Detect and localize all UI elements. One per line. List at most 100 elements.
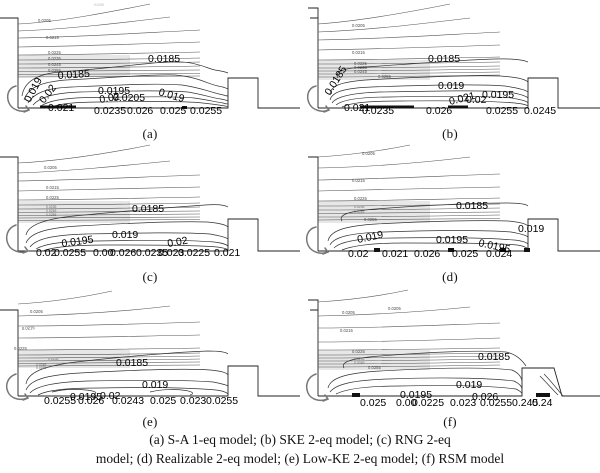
vortex-arrow-head <box>23 105 31 113</box>
contour-label: 0.023 <box>450 397 476 409</box>
contour-line <box>317 322 501 329</box>
contour-label: 0.025 <box>150 395 176 407</box>
vortex-arrow <box>305 226 328 254</box>
contour-line <box>17 216 201 219</box>
contour-0195 <box>329 377 523 393</box>
contour-label: 0.0235 <box>354 65 367 70</box>
contour-021 <box>49 101 229 108</box>
contour-0185 <box>21 61 229 97</box>
contour-label: 0.02 <box>100 390 121 402</box>
contour-line <box>317 355 501 359</box>
contour-label: 0.0255 <box>46 213 56 217</box>
contour-line <box>17 51 201 56</box>
contour-line <box>17 355 201 359</box>
contour-0215 <box>341 100 529 108</box>
contour-020 <box>32 90 229 106</box>
contour-label: 0.021 <box>214 247 240 259</box>
contour-line <box>317 197 501 202</box>
inlet-wall <box>0 17 19 108</box>
contour-label: 0.0205 <box>342 310 355 315</box>
contour-line <box>317 3 451 25</box>
contour-label: 0.021 <box>382 248 408 260</box>
contour-label: 0.0215 <box>340 328 353 333</box>
panel-e: 0.0205 0.0215 0.0225 0.0235 0.0245 0.025… <box>0 288 300 430</box>
contour-line <box>317 207 501 211</box>
contour-label: 0.0205 <box>352 23 365 28</box>
contour-020 <box>335 385 523 395</box>
gray-band <box>318 60 430 80</box>
contour-label: 0.02 <box>98 91 120 106</box>
contour-label: 0.0195 <box>400 389 432 401</box>
contour-0195 <box>329 230 529 246</box>
contour-0195 <box>29 379 229 394</box>
contour-label: 0.0205 <box>38 18 51 23</box>
contour-line <box>17 69 201 72</box>
contour-020 <box>331 90 529 104</box>
contour-label: 0.026 <box>127 105 153 117</box>
contour-label: 0.019 <box>157 86 186 105</box>
contour-label: 0.0225 <box>46 195 59 200</box>
vortex-arrow-head <box>22 393 30 401</box>
contour-label: 0.0225 <box>412 397 444 409</box>
contour-label: 0.0205 <box>44 165 57 170</box>
vortex-arrow-head <box>323 105 331 113</box>
contour-label: 0.0225 <box>14 346 27 351</box>
panel-c-plot: 0.0205 0.0215 0.0225 0.0235 0.0245 0.025… <box>0 144 300 259</box>
panel-b-plot: 0.0205 0.0215 0.0225 0.0235 0.0245 0.025… <box>306 3 600 117</box>
contour-label: 0.0225 <box>48 50 61 55</box>
contour-label: 0.0255 <box>190 105 222 117</box>
contour-020 <box>35 240 229 250</box>
contour-label: 0.0255 <box>54 247 86 259</box>
contour-line <box>17 16 171 32</box>
contour-line <box>17 174 201 182</box>
contour-line <box>17 334 201 339</box>
contour-line <box>317 337 501 343</box>
panel-d: 0.0205 0.0215 0.0225 0.0235 0.0245 0.025… <box>300 143 600 285</box>
contour-label: 0.0195 <box>436 234 468 246</box>
panel-d-plot: 0.0205 0.0215 0.0225 0.0235 0.0245 0.025… <box>305 144 600 260</box>
panel-a-caption: (a) <box>142 126 158 141</box>
contour-line <box>17 364 201 367</box>
contour-label: 0.0185 <box>428 53 460 65</box>
contour-label: 0.0245 <box>524 105 556 117</box>
wall-marker <box>500 248 506 252</box>
caption-line-2: model; (d) Realizable 2-eq model; (e) Lo… <box>95 451 505 466</box>
contour-label: 0.0195 <box>94 3 104 7</box>
wall-marker <box>360 105 414 109</box>
contour-label: 0.0255 <box>48 68 61 73</box>
contour-label: 0.02 <box>36 247 57 259</box>
contour-label: 0.0185 <box>132 203 164 215</box>
contour-label: 0.0235 <box>354 205 364 209</box>
contour-label: 0.00 <box>396 397 417 409</box>
contour-label: 0.0205 <box>388 306 401 311</box>
inlet-wall <box>0 156 19 251</box>
contour-label: 0.0235 <box>48 357 58 361</box>
contour-0195 <box>329 84 529 101</box>
contour-line <box>317 65 501 69</box>
contour-label: 0.024 <box>486 248 512 260</box>
contour-label: 0.025 <box>452 248 478 260</box>
contour-label: 0.0215 <box>46 35 59 40</box>
wall-marker <box>374 248 380 252</box>
contour-label: 0.0235 <box>354 357 364 361</box>
contour-label: 0.021 <box>344 102 370 114</box>
contour-line <box>317 364 501 368</box>
contour-0205 <box>39 96 229 107</box>
contour-label: 0.0195 <box>70 391 102 403</box>
contour-label: 0.0235 <box>136 247 168 259</box>
contour-line <box>17 3 151 25</box>
contour-line <box>17 305 171 317</box>
contour-line <box>317 352 501 356</box>
contour-downslope <box>539 375 559 396</box>
panel-e-caption: (e) <box>142 414 158 429</box>
contour-line <box>17 61 201 65</box>
contour-label: 0.026 <box>414 248 440 260</box>
contour-line <box>17 160 171 174</box>
contour-line <box>317 211 501 214</box>
contour-label: 0.026 <box>472 391 498 403</box>
vortex-arrow-head <box>322 247 330 255</box>
contour-0195 <box>27 83 229 104</box>
contour-label: 0.019 <box>438 80 464 92</box>
contour-label: 0.023 <box>158 247 184 259</box>
